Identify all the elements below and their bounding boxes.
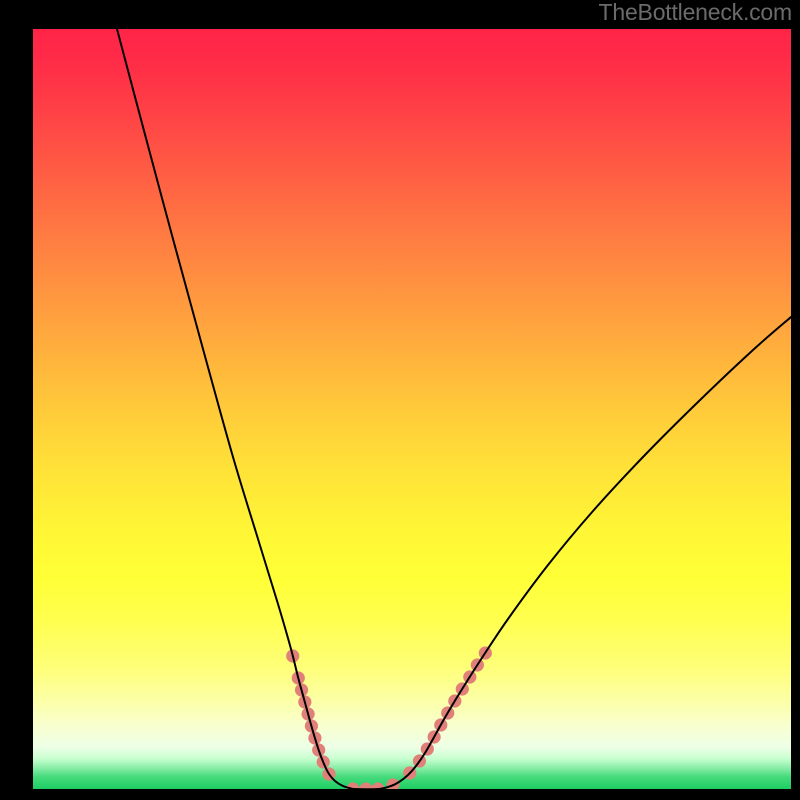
marker-dot <box>359 782 372 789</box>
curve-overlay <box>33 29 791 789</box>
marker-dots <box>286 646 492 789</box>
chart-stage: TheBottleneck.com <box>0 0 800 800</box>
plot-area <box>33 29 791 789</box>
right-curve <box>353 317 791 789</box>
left-curve <box>117 29 353 789</box>
watermark-text: TheBottleneck.com <box>599 0 792 24</box>
